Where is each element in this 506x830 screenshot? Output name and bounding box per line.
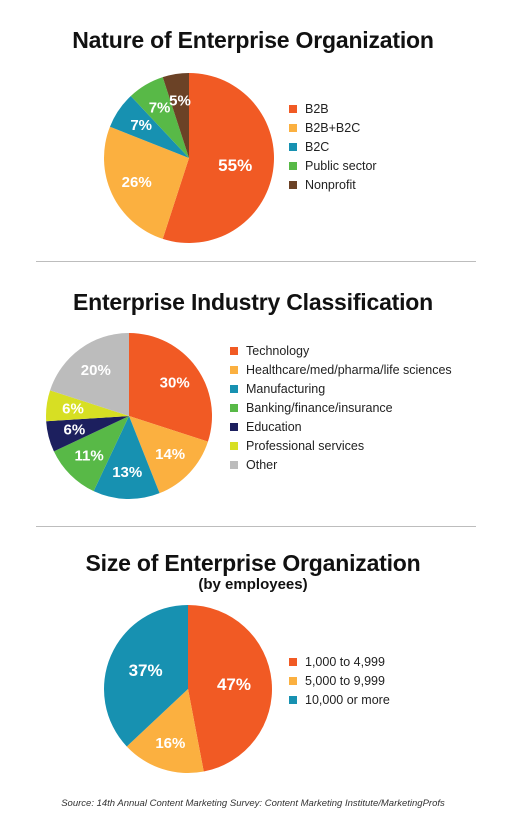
- legend-swatch: [230, 346, 238, 355]
- legend-item-public-sector: Public sector: [289, 156, 377, 175]
- pie-chart-industry: 30% 14% 13% 11% 6% 6% 20%: [46, 333, 212, 499]
- legend-label: Healthcare/med/pharma/life sciences: [246, 362, 452, 377]
- legend-swatch: [289, 180, 297, 189]
- legend-item-professional-services: Professional services: [230, 436, 452, 455]
- legend-swatch: [230, 441, 238, 450]
- legend-label: Technology: [246, 343, 310, 358]
- data-label-10-000-or-more: 37%: [129, 661, 163, 680]
- legend-label: 10,000 or more: [305, 692, 390, 707]
- data-label-nonprofit: 5%: [169, 92, 191, 109]
- legend-item-b2b: B2B: [289, 99, 377, 118]
- pie-slice-manufacturing: [93, 416, 160, 499]
- legend-label: Manufacturing: [246, 381, 326, 396]
- data-label-technology: 30%: [160, 374, 190, 391]
- legend-swatch: [230, 460, 238, 469]
- legend-label: Education: [246, 419, 302, 434]
- legend-item-5-000-to-9-999: 5,000 to 9,999: [289, 671, 390, 690]
- legend-size: 1,000 to 4,999 5,000 to 9,999 10,000 or mo…: [289, 652, 390, 709]
- legend-swatch: [230, 384, 238, 393]
- legend-label: 1,000 to 4,999: [305, 654, 385, 669]
- legend-item-education: Education: [230, 417, 452, 436]
- legend-swatch: [230, 422, 238, 431]
- legend-swatch: [289, 123, 297, 132]
- chart-title-3: Size of Enterprise Organization: [85, 550, 421, 576]
- data-label-healthcare-med-pharma-life-sciences: 14%: [155, 446, 185, 463]
- data-label-b2b: 55%: [218, 156, 252, 175]
- data-label-b2c: 7%: [130, 117, 152, 134]
- data-label-b2b-b2c: 26%: [122, 174, 152, 191]
- pie-slice-professional-services: [46, 390, 129, 422]
- divider-2: [36, 526, 476, 527]
- legend-nature: B2B B2B+B2C B2C Public sector Nonprofit: [289, 99, 377, 194]
- legend-label: 5,000 to 9,999: [305, 673, 385, 688]
- data-label-public-sector: 7%: [149, 100, 171, 117]
- chart-title-2: Enterprise Industry Classification: [72, 289, 434, 315]
- pie-slice-healthcare-med-pharma-life-sciences: [129, 416, 208, 494]
- legend-label: B2B: [305, 101, 329, 116]
- legend-swatch: [289, 104, 297, 113]
- legend-item-b2c: B2C: [289, 137, 377, 156]
- data-label-banking-finance-insurance: 11%: [74, 447, 103, 464]
- legend-item-banking-finance-insurance: Banking/finance/insurance: [230, 398, 452, 417]
- legend-swatch: [289, 657, 297, 666]
- legend-label: Banking/finance/insurance: [246, 400, 393, 415]
- pie-slice-b2b-b2c: [104, 126, 189, 239]
- chart-title-1: Nature of Enterprise Organization: [72, 27, 434, 53]
- chart-subtitle-3: (by employees): [198, 576, 308, 593]
- pie-slice-5-000-to-9-999: [126, 689, 204, 773]
- data-label-5-000-to-9-999: 16%: [155, 735, 185, 752]
- legend-item-b2b-b2c: B2B+B2C: [289, 118, 377, 137]
- legend-item-technology: Technology: [230, 341, 452, 360]
- data-label-1-000-to-4-999: 47%: [217, 675, 251, 694]
- legend-label: B2C: [305, 139, 330, 154]
- pie-slice-nonprofit: [162, 73, 189, 158]
- pie-chart-size: 47% 16% 37%: [104, 605, 273, 773]
- legend-item-healthcare-med-pharma-life-sciences: Healthcare/med/pharma/life sciences: [230, 360, 452, 379]
- data-label-education: 6%: [63, 422, 85, 439]
- legend-label: Other: [246, 457, 278, 472]
- pie-slice-education: [46, 416, 129, 452]
- source-note: Source: 14th Annual Content Marketing Su…: [61, 798, 445, 809]
- pie-slice-other: [50, 333, 129, 416]
- data-label-manufacturing: 13%: [112, 464, 142, 481]
- pie-chart-nature: 55%26%7%7%5%: [104, 73, 274, 244]
- pie-slice-1-000-to-4-999: [188, 605, 273, 772]
- legend-item-nonprofit: Nonprofit: [289, 175, 377, 194]
- legend-item-1-000-to-4-999: 1,000 to 4,999: [289, 652, 390, 671]
- legend-label: Nonprofit: [305, 177, 356, 192]
- pie-slice-technology: [129, 333, 212, 442]
- pie-slice-b2c: [109, 96, 189, 158]
- data-label-professional-services: 6%: [62, 400, 84, 417]
- divider-1: [36, 261, 476, 262]
- legend-swatch: [289, 676, 297, 685]
- data-label-other: 20%: [81, 362, 111, 379]
- legend-swatch: [230, 365, 238, 374]
- legend-label: Professional services: [246, 438, 365, 453]
- legend-swatch: [289, 142, 297, 151]
- legend-swatch: [289, 695, 297, 704]
- legend-swatch: [230, 403, 238, 412]
- legend-item-manufacturing: Manufacturing: [230, 379, 452, 398]
- pie-slice-b2b: [162, 73, 274, 244]
- pie-slice-banking-finance-insurance: [53, 416, 129, 492]
- legend-label: B2B+B2C: [305, 120, 361, 135]
- legend-item-10-000-or-more: 10,000 or more: [289, 690, 390, 709]
- legend-item-other: Other: [230, 455, 452, 474]
- legend-swatch: [289, 161, 297, 170]
- legend-label: Public sector: [305, 158, 377, 173]
- pie-slice-public-sector: [130, 77, 189, 158]
- pie-slice-10-000-or-more: [104, 605, 188, 747]
- legend-industry: Technology Healthcare/med/pharma/life sci…: [230, 341, 452, 474]
